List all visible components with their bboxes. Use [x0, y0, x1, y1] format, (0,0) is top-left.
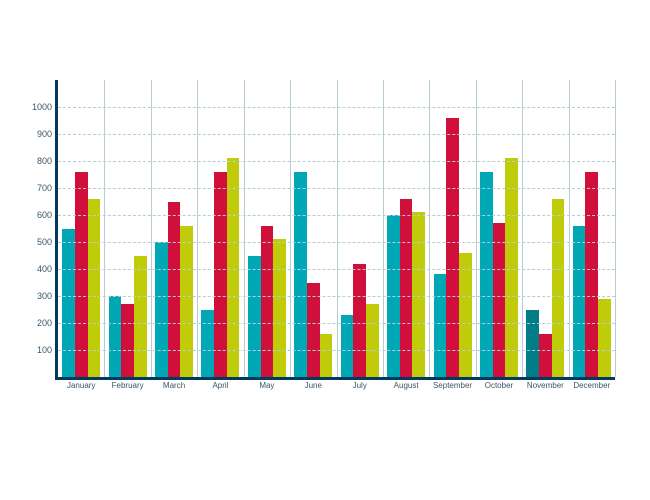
gridline-vertical — [383, 80, 384, 377]
bar-series-a — [434, 274, 447, 377]
bar-series-a — [155, 242, 168, 377]
gridline-vertical — [569, 80, 570, 377]
x-axis-label: April — [212, 377, 228, 390]
bar-series-a — [62, 229, 75, 378]
bar-series-b — [539, 334, 552, 377]
bar-series-c — [412, 212, 425, 377]
y-axis-label: 900 — [37, 129, 58, 139]
gridline-vertical — [244, 80, 245, 377]
y-axis-label: 400 — [37, 264, 58, 274]
x-axis-label: March — [163, 377, 185, 390]
bar-series-b — [75, 172, 88, 377]
gridline-vertical — [476, 80, 477, 377]
x-axis-label: January — [67, 377, 95, 390]
gridline-vertical — [337, 80, 338, 377]
bar-series-a — [109, 296, 122, 377]
bar-series-c — [598, 299, 611, 377]
bar-series-b — [585, 172, 598, 377]
gridline-vertical — [197, 80, 198, 377]
bar-series-c — [366, 304, 379, 377]
x-axis-label: December — [573, 377, 610, 390]
bar-series-b — [493, 223, 506, 377]
bar-series-c — [459, 253, 472, 377]
bar-series-a — [341, 315, 354, 377]
bar-series-a — [480, 172, 493, 377]
gridline-vertical — [429, 80, 430, 377]
y-axis-label: 700 — [37, 183, 58, 193]
x-axis-label: September — [433, 377, 472, 390]
y-axis-label: 600 — [37, 210, 58, 220]
bar-series-b — [261, 226, 274, 377]
bar-series-a — [526, 310, 539, 378]
bar-series-a — [294, 172, 307, 377]
bar-series-a — [248, 256, 261, 378]
x-axis-label: June — [305, 377, 322, 390]
plot-area: 1002003004005006007008009001000JanuaryFe… — [55, 80, 615, 380]
gridline-vertical — [151, 80, 152, 377]
monthly-bar-chart: 100 200 300 400 500 600 700 800 900 1000 January Fe… — [0, 0, 650, 500]
y-axis-label: 200 — [37, 318, 58, 328]
bar-series-c — [180, 226, 193, 377]
x-axis-label: November — [527, 377, 564, 390]
x-axis-label: July — [353, 377, 367, 390]
y-axis-label: 500 — [37, 237, 58, 247]
bar-series-c — [134, 256, 147, 378]
y-axis-label: 800 — [37, 156, 58, 166]
gridline-vertical — [104, 80, 105, 377]
bar-series-c — [320, 334, 333, 377]
y-axis-label: 300 — [37, 291, 58, 301]
bar-series-a — [201, 310, 214, 378]
x-axis-label: February — [112, 377, 144, 390]
bar-series-b — [121, 304, 134, 377]
y-axis-label: 1000 — [32, 102, 58, 112]
bar-series-b — [446, 118, 459, 377]
gridline-vertical — [290, 80, 291, 377]
gridline-vertical — [615, 80, 616, 377]
bar-series-c — [273, 239, 286, 377]
bar-series-b — [214, 172, 227, 377]
bar-series-b — [353, 264, 366, 377]
x-axis-label: May — [259, 377, 274, 390]
x-axis-label: August — [394, 377, 419, 390]
bar-series-c — [227, 158, 240, 377]
bar-series-a — [573, 226, 586, 377]
bar-series-c — [505, 158, 518, 377]
x-axis-label: October — [485, 377, 513, 390]
gridline-vertical — [522, 80, 523, 377]
y-axis-label: 100 — [37, 345, 58, 355]
